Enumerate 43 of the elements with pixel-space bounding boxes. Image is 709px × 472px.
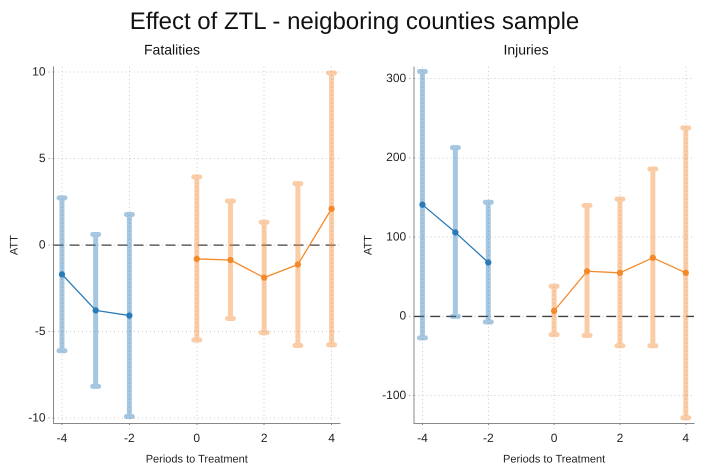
point	[194, 256, 200, 262]
chart-subtitle: Fatalities	[144, 41, 200, 58]
point	[616, 270, 624, 276]
y-tick-label: 5	[38, 150, 46, 165]
x-tick-label: 0	[193, 430, 200, 445]
y-tick-label: -10	[28, 410, 46, 425]
y-tick-label: 0	[400, 308, 407, 323]
x-axis-title: Periods to Treatment	[503, 453, 606, 466]
point	[92, 307, 99, 314]
point	[452, 229, 459, 236]
point	[261, 274, 268, 281]
x-tick-label: 2	[616, 430, 624, 445]
point	[294, 261, 302, 268]
point	[485, 259, 492, 266]
chart-title: Effect of ZTL - neigboring counties sample	[128, 7, 580, 37]
x-tick-label: -4	[56, 430, 68, 445]
y-axis-title: ATT	[362, 234, 375, 256]
x-tick-label: 2	[260, 430, 268, 445]
x-tick-label: -2	[124, 430, 136, 445]
point	[126, 312, 133, 319]
y-tick-label: 100	[386, 229, 407, 244]
y-tick-label: 300	[386, 71, 407, 85]
point	[650, 254, 656, 261]
x-tick-label: -4	[417, 430, 428, 445]
point	[328, 206, 335, 212]
x-tick-label: -2	[482, 430, 494, 445]
y-tick-label: 10	[32, 64, 46, 78]
x-tick-label: 4	[682, 430, 690, 445]
x-tick-label: 4	[328, 430, 336, 445]
y-tick-label: 0	[38, 237, 46, 252]
chart-subtitle: Injuries	[503, 41, 549, 58]
y-tick-label: 200	[386, 150, 407, 164]
point	[227, 256, 234, 264]
point	[682, 270, 689, 276]
y-axis-title: ATT	[8, 234, 21, 256]
point	[419, 202, 426, 208]
x-axis-title: Periods to Treatment	[146, 453, 248, 466]
point	[584, 268, 590, 274]
y-tick-label: -5	[34, 324, 46, 338]
point	[58, 271, 66, 278]
point	[550, 308, 558, 314]
x-tick-label: 0	[550, 430, 558, 445]
y-tick-label: -100	[382, 388, 407, 402]
